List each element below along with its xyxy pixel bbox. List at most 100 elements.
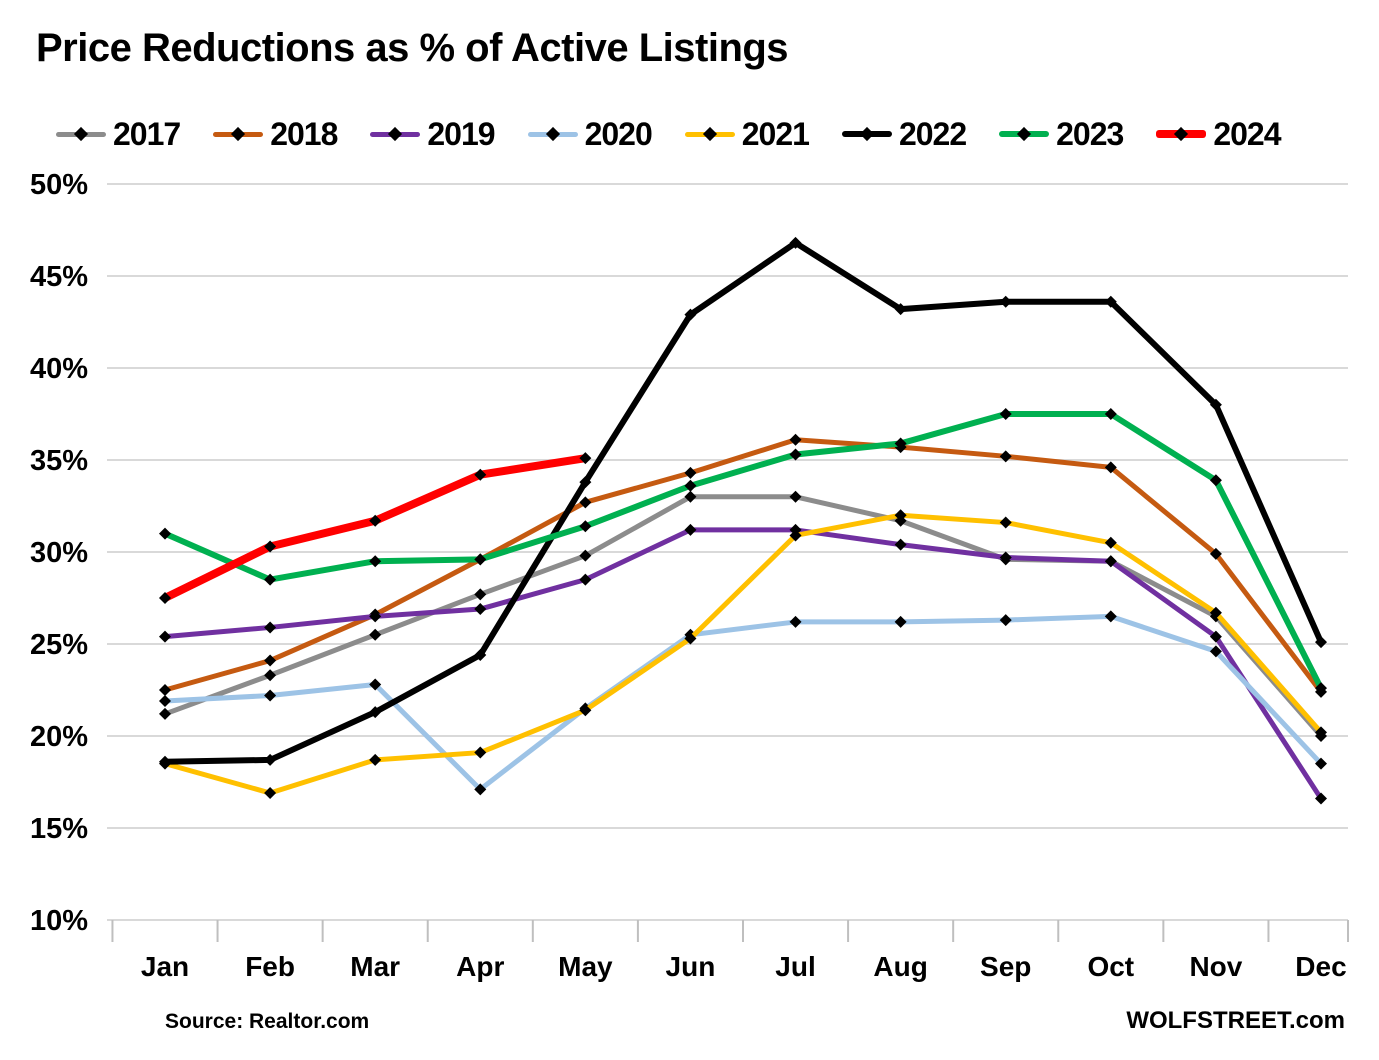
legend-label: 2021 bbox=[741, 115, 810, 152]
series-marker-2020 bbox=[264, 689, 277, 702]
legend-label: 2019 bbox=[427, 115, 495, 152]
legend-label: 2024 bbox=[1213, 115, 1281, 152]
legend-swatch-2018 bbox=[213, 125, 264, 143]
series-marker-2019 bbox=[159, 630, 171, 643]
y-axis-label: 50% bbox=[30, 169, 88, 201]
series-line-2023 bbox=[162, 411, 1324, 692]
series-marker-2021 bbox=[1314, 726, 1327, 739]
series-marker-2020 bbox=[159, 695, 171, 708]
series-marker-2023 bbox=[684, 479, 697, 492]
series-marker-2019 bbox=[684, 523, 697, 536]
series-marker-2017 bbox=[264, 669, 277, 682]
legend-swatch-2023 bbox=[999, 125, 1050, 143]
x-axis-label: Dec bbox=[1295, 951, 1346, 982]
y-axis-label: 20% bbox=[30, 721, 88, 753]
series-marker-2018 bbox=[684, 466, 697, 479]
legend-item-2020: 2020 bbox=[527, 115, 653, 153]
series-marker-2018 bbox=[159, 684, 171, 696]
legend-swatch-2017 bbox=[56, 125, 106, 143]
legend-item-2017: 2017 bbox=[56, 115, 181, 153]
series-marker-2023 bbox=[1104, 408, 1117, 420]
series-marker-2020 bbox=[894, 615, 907, 628]
series-marker-2023 bbox=[579, 520, 592, 533]
series-marker-2019 bbox=[369, 610, 382, 623]
series-marker-2020 bbox=[1314, 757, 1327, 770]
y-axis-label: 40% bbox=[30, 353, 88, 385]
x-axis-label: Aug bbox=[873, 951, 927, 982]
series-marker-2021 bbox=[999, 516, 1012, 529]
series-marker-2023 bbox=[789, 448, 802, 461]
series-marker-2023 bbox=[999, 408, 1012, 420]
y-axis-label: 35% bbox=[30, 445, 88, 477]
series-marker-2019 bbox=[1314, 792, 1327, 805]
legend-swatch-2019 bbox=[370, 125, 421, 143]
series-marker-2020 bbox=[999, 614, 1012, 627]
y-axis-label: 15% bbox=[30, 813, 88, 845]
series-marker-2021 bbox=[894, 509, 907, 522]
legend-item-2018: 2018 bbox=[213, 115, 338, 153]
series-marker-2020 bbox=[1104, 610, 1117, 623]
chart-title: Price Reductions as % of Active Listings bbox=[36, 26, 789, 70]
series-marker-2022 bbox=[1209, 398, 1222, 411]
series-marker-2024 bbox=[474, 468, 487, 481]
series-marker-2018 bbox=[264, 654, 277, 667]
legend-label: 2022 bbox=[898, 115, 967, 152]
series-marker-2018 bbox=[579, 496, 592, 509]
y-axis-label: 10% bbox=[30, 905, 88, 937]
series-marker-2022 bbox=[369, 706, 382, 719]
legend-swatch-2021 bbox=[684, 125, 735, 143]
legend-swatch-2020 bbox=[527, 125, 578, 143]
series-marker-2021 bbox=[474, 746, 487, 759]
series-marker-2023 bbox=[894, 437, 907, 450]
series-marker-2019 bbox=[1104, 555, 1117, 568]
series-marker-2020 bbox=[1209, 645, 1222, 658]
series-marker-2022 bbox=[264, 753, 277, 766]
series-marker-2018 bbox=[1209, 547, 1222, 560]
legend-label: 2017 bbox=[113, 115, 181, 152]
series-marker-2019 bbox=[474, 603, 487, 616]
series-marker-2017 bbox=[159, 707, 171, 720]
legend-item-2021: 2021 bbox=[684, 115, 810, 153]
series-marker-2024 bbox=[264, 540, 277, 553]
legend-item-2024: 2024 bbox=[1156, 115, 1282, 153]
series-marker-2021 bbox=[1104, 536, 1117, 549]
x-axis-label: Sep bbox=[980, 951, 1031, 982]
series-line-2018 bbox=[162, 437, 1324, 695]
series-marker-2021 bbox=[369, 753, 382, 766]
series-marker-2018 bbox=[789, 433, 802, 446]
series-marker-2019 bbox=[1209, 630, 1222, 643]
x-axis-label: Mar bbox=[350, 951, 400, 982]
series-marker-2017 bbox=[684, 490, 697, 503]
x-axis-label: Jun bbox=[666, 951, 716, 982]
series-marker-2017 bbox=[579, 549, 592, 562]
series-line-2022 bbox=[162, 239, 1324, 765]
series-marker-2018 bbox=[1104, 461, 1117, 474]
series-marker-2022 bbox=[579, 476, 592, 489]
x-axis-label: Oct bbox=[1087, 951, 1134, 982]
series-marker-2024 bbox=[579, 452, 592, 465]
x-axis-label: Feb bbox=[245, 951, 295, 982]
series-marker-2019 bbox=[579, 573, 592, 586]
series-marker-2022 bbox=[1104, 295, 1117, 308]
series-marker-2022 bbox=[474, 649, 487, 662]
series-marker-2023 bbox=[474, 553, 487, 566]
series-marker-2024 bbox=[159, 592, 171, 604]
series-marker-2021 bbox=[579, 704, 592, 717]
legend-item-2023: 2023 bbox=[999, 116, 1124, 153]
source-attribution: Source: Realtor.com bbox=[165, 1010, 370, 1033]
series-line-2019 bbox=[162, 527, 1324, 802]
series-marker-2020 bbox=[369, 678, 382, 691]
legend-label: 2018 bbox=[270, 115, 338, 152]
series-marker-2022 bbox=[159, 755, 171, 768]
series-marker-2019 bbox=[999, 551, 1012, 564]
series-marker-2020 bbox=[474, 783, 487, 796]
y-axis-label: 45% bbox=[30, 261, 88, 293]
legend-swatch-2022 bbox=[841, 125, 892, 143]
legend-label: 2020 bbox=[584, 115, 653, 152]
x-axis-label: May bbox=[558, 951, 613, 982]
series-marker-2023 bbox=[159, 527, 171, 540]
series-marker-2023 bbox=[369, 555, 382, 568]
series-marker-2023 bbox=[264, 573, 277, 586]
